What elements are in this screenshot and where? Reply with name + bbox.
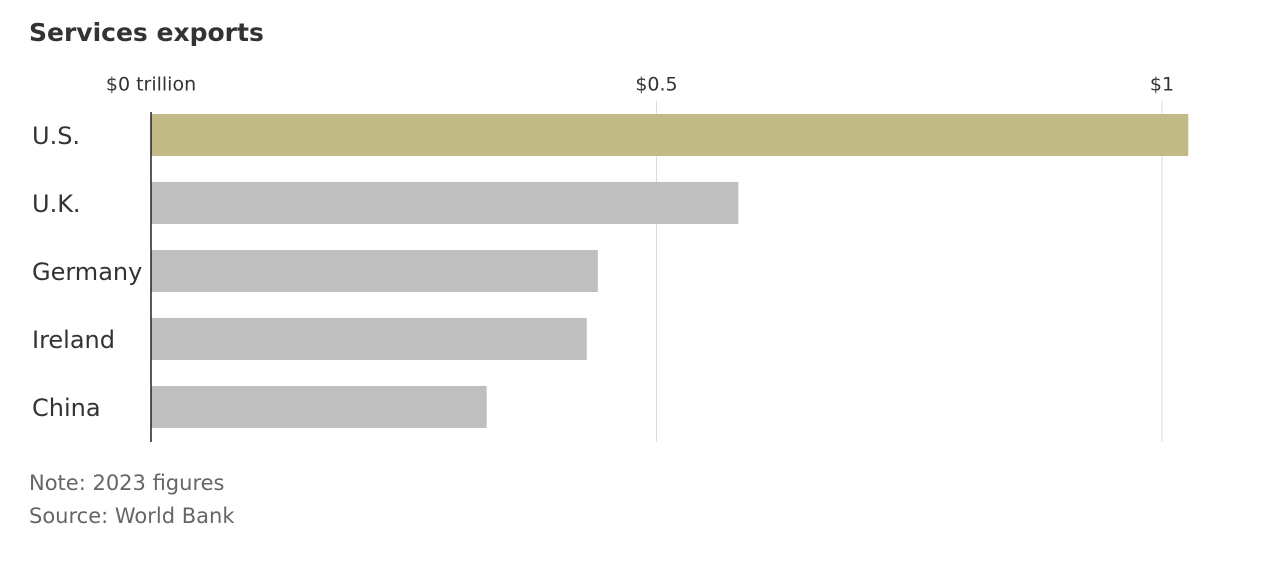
note: Note: 2023 figures bbox=[29, 471, 224, 495]
bar bbox=[151, 114, 1189, 156]
chart-title: Services exports bbox=[29, 18, 264, 47]
y-tick-label: U.S. bbox=[32, 122, 80, 150]
y-tick-label: China bbox=[32, 394, 101, 422]
bar bbox=[151, 386, 487, 428]
bar bbox=[151, 182, 739, 224]
y-tick-label: Ireland bbox=[32, 326, 115, 354]
y-tick-label: U.K. bbox=[32, 190, 81, 218]
y-tick-label: Germany bbox=[32, 258, 142, 286]
x-tick-label: $0.5 bbox=[635, 74, 677, 96]
source: Source: World Bank bbox=[29, 504, 235, 528]
x-tick-label: $1 bbox=[1150, 74, 1174, 96]
bar bbox=[151, 250, 598, 292]
x-tick-label: $0 trillion bbox=[106, 74, 196, 96]
bar bbox=[151, 318, 587, 360]
